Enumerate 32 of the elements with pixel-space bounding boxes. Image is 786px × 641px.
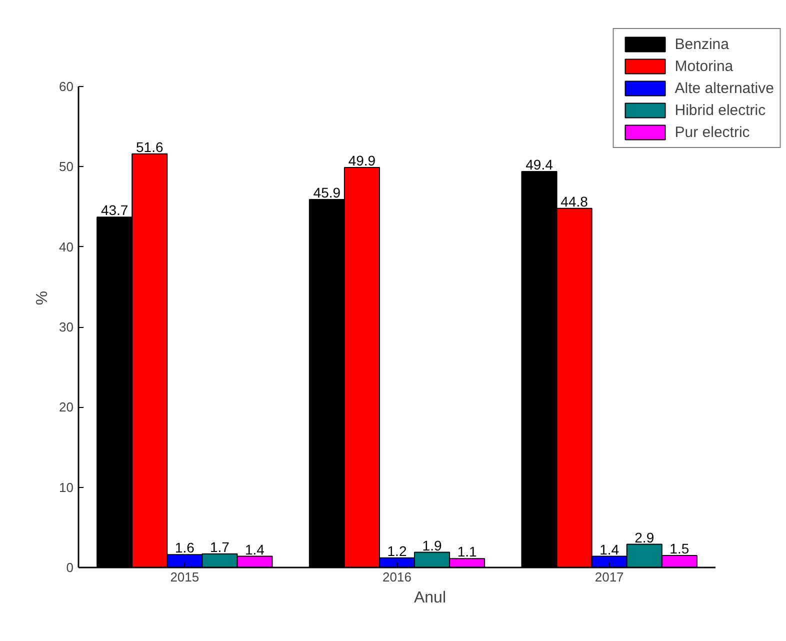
x-axis-title: Anul <box>414 590 446 606</box>
data-label: 1.6 <box>174 540 195 556</box>
y-axis-title: % <box>34 290 52 306</box>
data-label: 44.8 <box>560 193 588 210</box>
legend-label: Pur electric <box>674 123 750 141</box>
data-label: 2.9 <box>634 529 654 546</box>
data-label: 45.9 <box>313 184 341 201</box>
legend-label: Hibrid electric <box>674 101 766 119</box>
y-tick-label: 60 <box>59 79 74 94</box>
data-label: 1.9 <box>422 537 442 554</box>
legend-label: Alte alternative <box>674 79 774 97</box>
data-label: 1.1 <box>457 544 478 560</box>
data-label: 49.4 <box>526 156 554 172</box>
x-tick-label: 2016 <box>382 570 412 584</box>
y-tick-label: 40 <box>59 239 74 254</box>
x-tick-label: 2015 <box>170 570 200 584</box>
data-label: 1.7 <box>210 538 230 555</box>
y-tick-label: 20 <box>59 400 74 415</box>
y-tick-label: 50 <box>59 159 74 174</box>
data-label: 1.5 <box>670 540 690 556</box>
legend-label: Benzina <box>674 35 729 53</box>
data-label: 1.4 <box>245 541 265 558</box>
data-label: 1.4 <box>600 541 620 558</box>
x-tick-label: 2017 <box>594 570 624 584</box>
data-label: 49.9 <box>348 152 376 168</box>
y-tick-label: 0 <box>66 560 74 575</box>
data-label: 51.6 <box>136 138 164 155</box>
y-tick-label: 30 <box>59 320 74 334</box>
data-label: 1.2 <box>387 542 407 559</box>
data-label: 43.7 <box>100 202 128 218</box>
y-tick-label: 10 <box>59 480 74 495</box>
legend-label: Motorina <box>674 57 734 75</box>
